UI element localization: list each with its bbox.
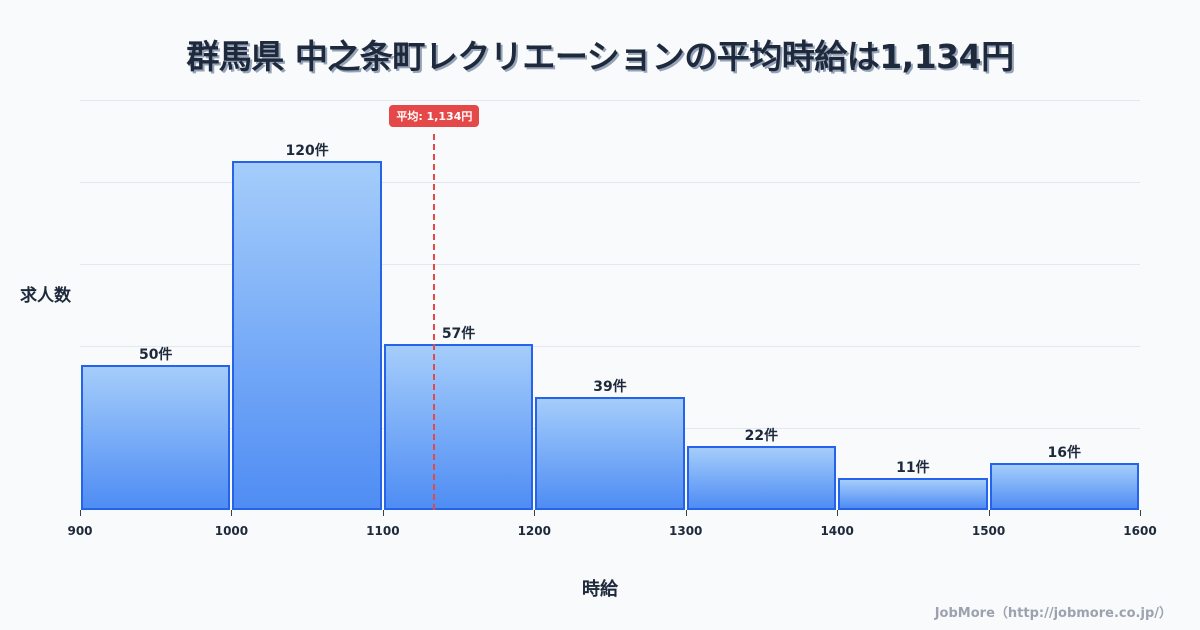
x-tick-label: 1500 [971,524,1006,538]
x-tick-label: 1300 [669,524,703,538]
histogram-bar [989,463,1139,510]
histogram-bar [838,478,988,510]
x-tick [231,510,233,516]
gridline [80,264,1140,265]
bar-value-label: 22件 [744,428,779,445]
histogram-bar [232,161,382,510]
plot-area: 50件 120件 57件 39件 22件 11件 16件 平均: 1,134円 [80,100,1141,516]
x-tick [534,510,536,516]
gridline [80,100,1140,101]
x-tick [988,510,990,516]
x-tick [685,510,687,516]
mean-line [433,134,436,510]
x-tick-label: 900 [67,524,93,538]
bar-value-label: 50件 [138,346,173,363]
x-tick-label: 1000 [214,524,249,538]
bar-value-label: 11件 [896,460,930,476]
chart-title: 群馬県 中之条町レクリエーションの平均時給は1,134円 [186,37,1014,76]
y-axis-label: 求人数 [20,286,71,306]
x-tick-label: 1100 [366,524,400,538]
histogram-bar [383,344,534,510]
histogram-bar [535,396,685,510]
histogram-bar [81,364,231,510]
gridline [80,346,1140,347]
x-tick-label: 1200 [517,524,551,538]
x-tick [80,510,81,516]
bar-value-label: 16件 [1047,445,1082,462]
x-tick-label: 1600 [1123,524,1157,538]
histogram-bar [686,446,837,510]
x-tick [1140,510,1141,516]
gridline [80,182,1140,183]
bar-value-label: 39件 [593,378,627,395]
x-axis-label: 時給 [582,579,618,600]
bar-value-label: 57件 [441,326,476,343]
source-credit: JobMore（http://jobmore.co.jp/） [934,606,1172,621]
x-tick [382,510,384,516]
x-tick [837,510,839,516]
bar-value-label: 120件 [285,143,329,160]
x-tick-label: 1400 [820,524,854,538]
mean-badge: 平均: 1,134円 [389,105,480,127]
